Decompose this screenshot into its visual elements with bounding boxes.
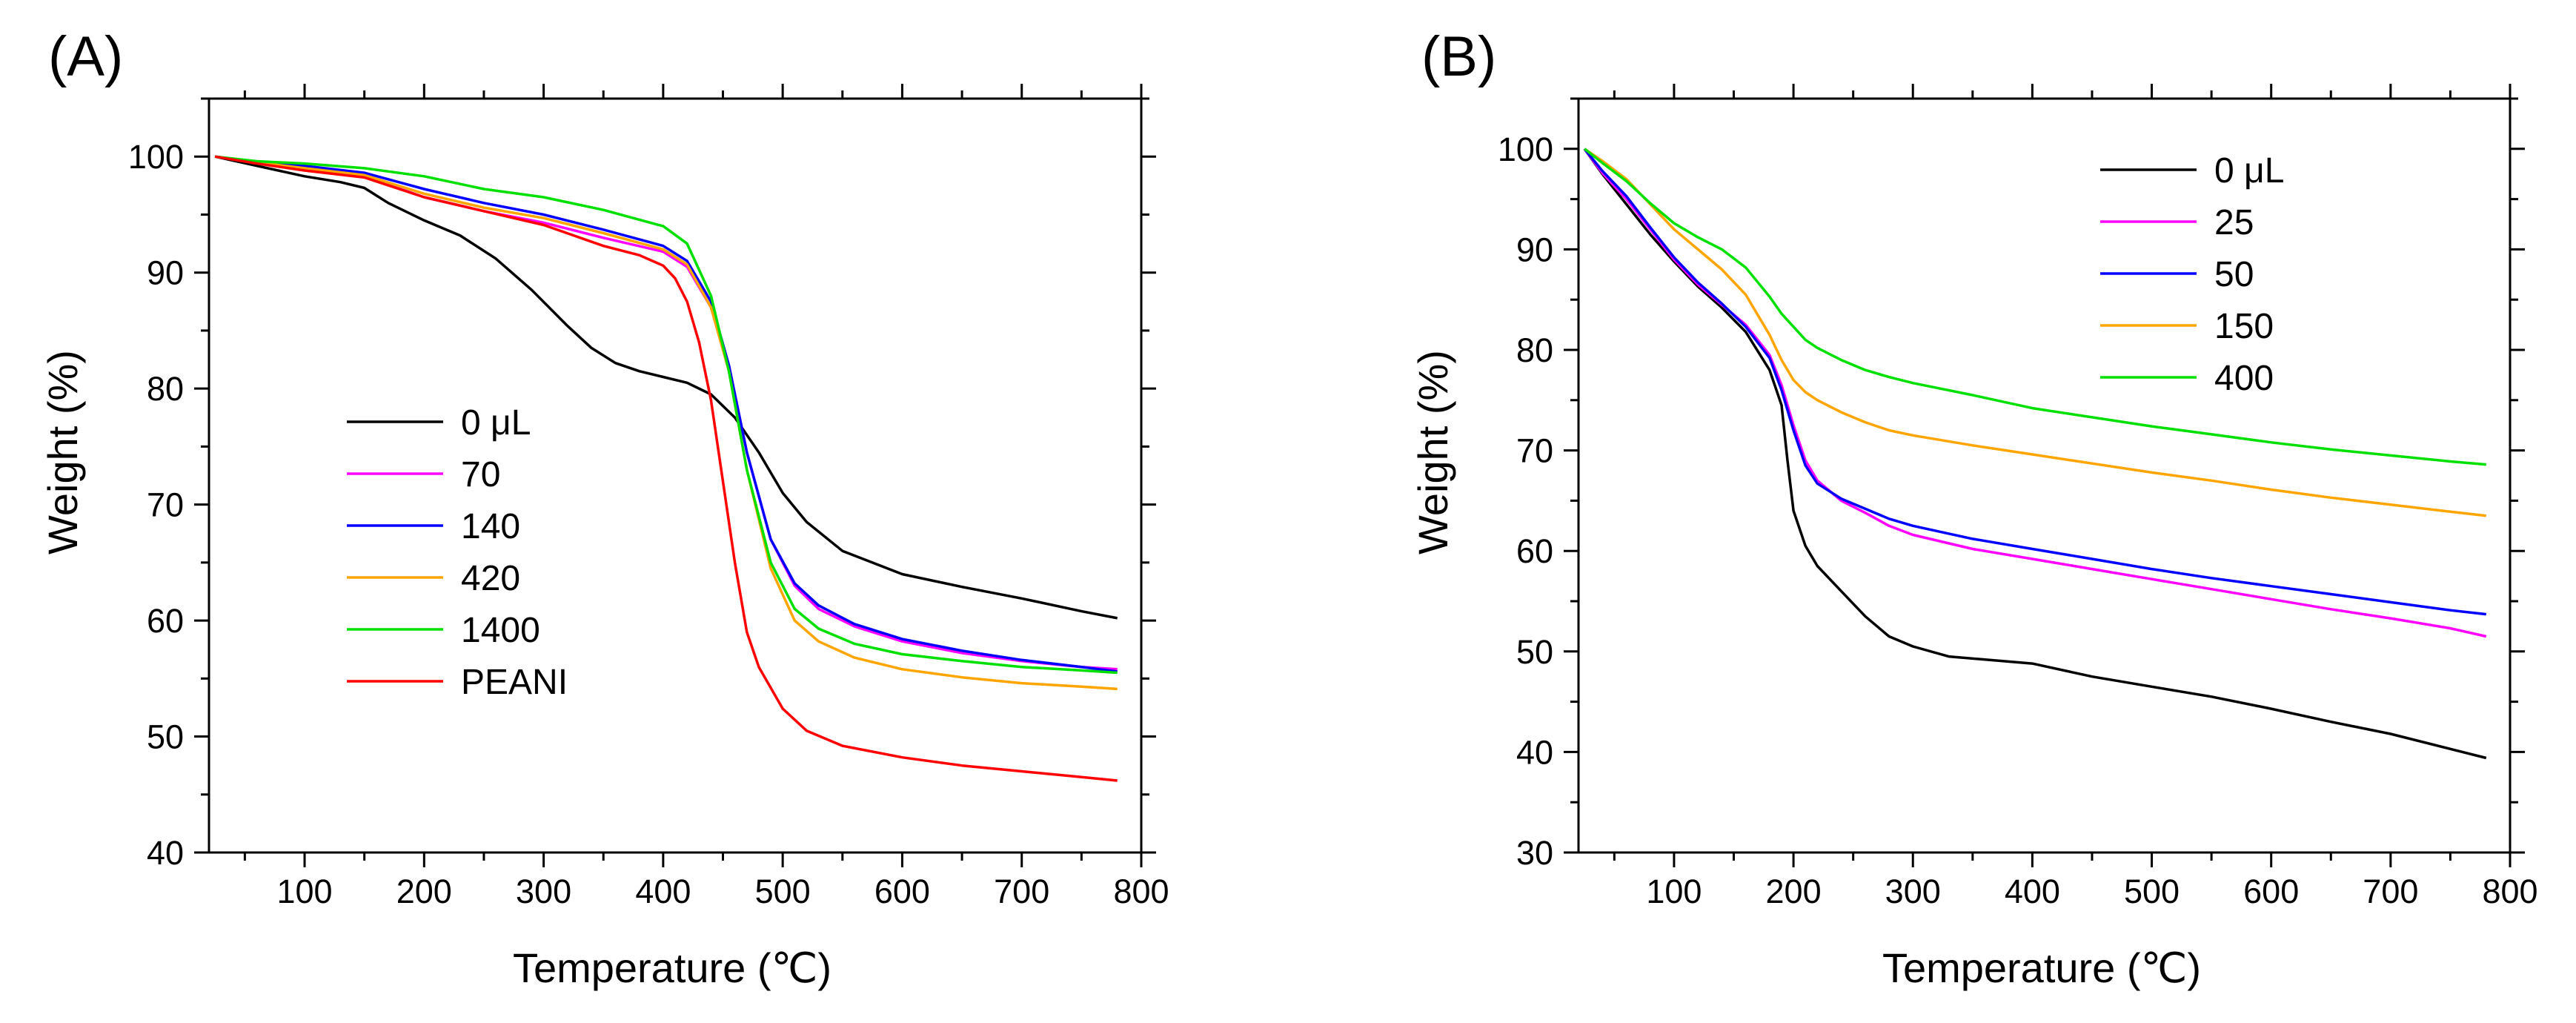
panel-a-x-tick-label: 300 <box>516 873 571 910</box>
panel-b-legend-label-2: 25 <box>2214 203 2254 242</box>
panel-b-x-tick-label: 100 <box>1646 873 1702 910</box>
panel-a: (A) Temperature (℃) Weight (%) 100 200 300… <box>39 25 1169 991</box>
panel-b-y-tick-label: 30 <box>1516 834 1553 872</box>
panel-b-y-tick-label: 60 <box>1516 532 1553 570</box>
panel-a-x-tick-label: 800 <box>1113 873 1169 910</box>
panel-b-x-tick-label: 300 <box>1885 873 1941 910</box>
panel-b-series-line-3 <box>1583 148 2486 616</box>
panel-a-series-line-4 <box>214 155 1118 691</box>
panel-a-series-line-3 <box>214 155 1118 673</box>
panel-b-legend-label-4: 150 <box>2214 307 2274 346</box>
panel-a-legend-label-3: 140 <box>461 507 520 546</box>
panel-a-y-tick-label: 80 <box>147 370 184 408</box>
panel-a-legend: 0 μL 70 140 420 1400 PEANI <box>347 403 568 702</box>
panel-b-x-tick-label: 700 <box>2363 873 2418 910</box>
panel-b-legend-label-5: 400 <box>2214 359 2274 398</box>
panel-a-y-tick-label: 90 <box>147 254 184 292</box>
panel-b-legend-label-1: 0 μL <box>2214 151 2284 191</box>
panel-a-x-tick-label: 700 <box>994 873 1049 910</box>
panel-b-series-line-5 <box>1584 148 2486 466</box>
panel-a-x-axis-title: Temperature (℃) <box>513 944 831 991</box>
panel-b-x-tick-label: 600 <box>2243 873 2299 910</box>
panel-b-x-tick-label: 200 <box>1766 873 1822 910</box>
panel-b-legend: 0 μL 25 50 150 400 <box>2100 151 2284 398</box>
panel-a-y-tick-label: 70 <box>147 486 184 524</box>
panel-a-series-line-6 <box>214 155 1118 782</box>
panel-b-x-tick-label: 400 <box>2005 873 2060 910</box>
panel-a-x-tick-label: 200 <box>396 873 452 910</box>
panel-b-plot-frame <box>1577 97 2512 854</box>
panel-a-series-line-2 <box>214 155 1118 671</box>
panel-a-legend-label-6: PEANI <box>461 663 568 702</box>
panel-b-series-line-4 <box>1584 148 2486 517</box>
panel-b: (B) Temperature (℃) Weight (%) 100 200 300… <box>1410 25 2538 991</box>
panel-a-x-tick-label: 500 <box>755 873 811 910</box>
panel-b-y-axis-title: Weight (%) <box>1410 350 1456 554</box>
panel-b-legend-label-3: 50 <box>2214 255 2254 294</box>
panel-a-x-tick-label: 600 <box>874 873 930 910</box>
panel-b-series-line-1 <box>1583 148 2487 760</box>
panel-a-y-tick-label: 50 <box>147 718 184 756</box>
panel-b-y-tick-label: 50 <box>1516 633 1553 671</box>
panel-a-series-line-5 <box>214 155 1118 675</box>
panel-a-legend-label-4: 420 <box>461 559 520 598</box>
panel-a-series-line-1 <box>214 155 1118 620</box>
panel-b-y-tick-label: 90 <box>1516 231 1553 268</box>
panel-b-x-tick-label: 500 <box>2124 873 2180 910</box>
panel-a-legend-label-2: 70 <box>461 455 500 494</box>
panel-a-x-tick-label: 100 <box>276 873 332 910</box>
panel-b-x-axis-title: Temperature (℃) <box>1882 944 2201 991</box>
panel-a-x-tick-label: 400 <box>635 873 691 910</box>
panel-a-label: (A) <box>48 25 123 88</box>
panel-a-y-tick-label: 60 <box>147 602 184 640</box>
panel-b-y-tick-label: 40 <box>1516 733 1553 771</box>
panel-b-y-tick-label: 80 <box>1516 331 1553 369</box>
panel-a-y-tick-label: 100 <box>128 138 184 176</box>
panel-a-legend-label-1: 0 μL <box>461 403 531 443</box>
panel-a-y-axis-title: Weight (%) <box>39 350 86 554</box>
panel-b-label: (B) <box>1421 25 1496 88</box>
panel-a-legend-label-5: 1400 <box>461 611 540 650</box>
panel-b-y-tick-label: 100 <box>1498 130 1553 168</box>
panel-b-series-line-2 <box>1583 148 2487 638</box>
panel-b-y-tick-label: 70 <box>1516 432 1553 470</box>
panel-a-y-tick-label: 40 <box>147 834 184 872</box>
panel-b-x-tick-label: 800 <box>2482 873 2537 910</box>
panel-a-plot-frame <box>208 97 1143 854</box>
